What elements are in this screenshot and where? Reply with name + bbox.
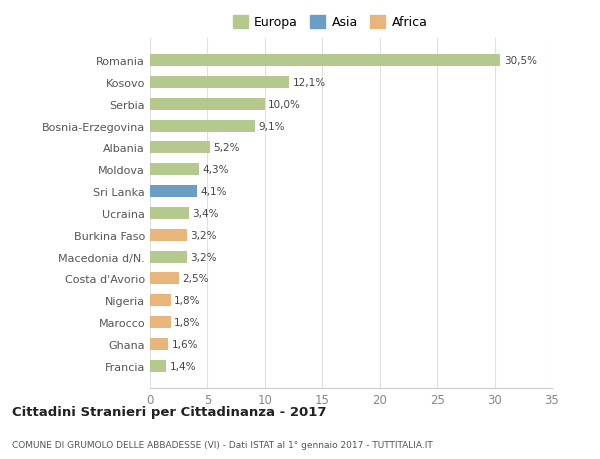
Bar [150,164,199,176]
Bar [150,295,170,307]
Bar [150,207,189,219]
Bar [150,120,254,132]
Bar [150,316,170,328]
Bar [150,360,166,372]
Bar [150,185,197,198]
Text: 30,5%: 30,5% [504,56,537,66]
Text: 1,6%: 1,6% [172,339,199,349]
Bar [150,229,187,241]
Text: COMUNE DI GRUMOLO DELLE ABBADESSE (VI) - Dati ISTAT al 1° gennaio 2017 - TUTTITA: COMUNE DI GRUMOLO DELLE ABBADESSE (VI) -… [12,441,433,449]
Text: 3,2%: 3,2% [190,252,217,262]
Bar [150,142,210,154]
Text: 5,2%: 5,2% [213,143,239,153]
Bar [150,338,169,350]
Text: Cittadini Stranieri per Cittadinanza - 2017: Cittadini Stranieri per Cittadinanza - 2… [12,405,326,419]
Legend: Europa, Asia, Africa: Europa, Asia, Africa [227,11,433,34]
Text: 10,0%: 10,0% [268,100,301,109]
Text: 3,4%: 3,4% [193,208,219,218]
Text: 12,1%: 12,1% [292,78,326,88]
Bar [150,273,179,285]
Bar [150,251,187,263]
Bar [150,77,289,89]
Text: 1,4%: 1,4% [170,361,196,371]
Text: 1,8%: 1,8% [174,318,200,327]
Text: 2,5%: 2,5% [182,274,209,284]
Text: 3,2%: 3,2% [190,230,217,240]
Text: 4,1%: 4,1% [200,187,227,196]
Text: 1,8%: 1,8% [174,296,200,306]
Text: 9,1%: 9,1% [258,121,284,131]
Text: 4,3%: 4,3% [203,165,229,175]
Bar [150,55,500,67]
Bar [150,99,265,111]
